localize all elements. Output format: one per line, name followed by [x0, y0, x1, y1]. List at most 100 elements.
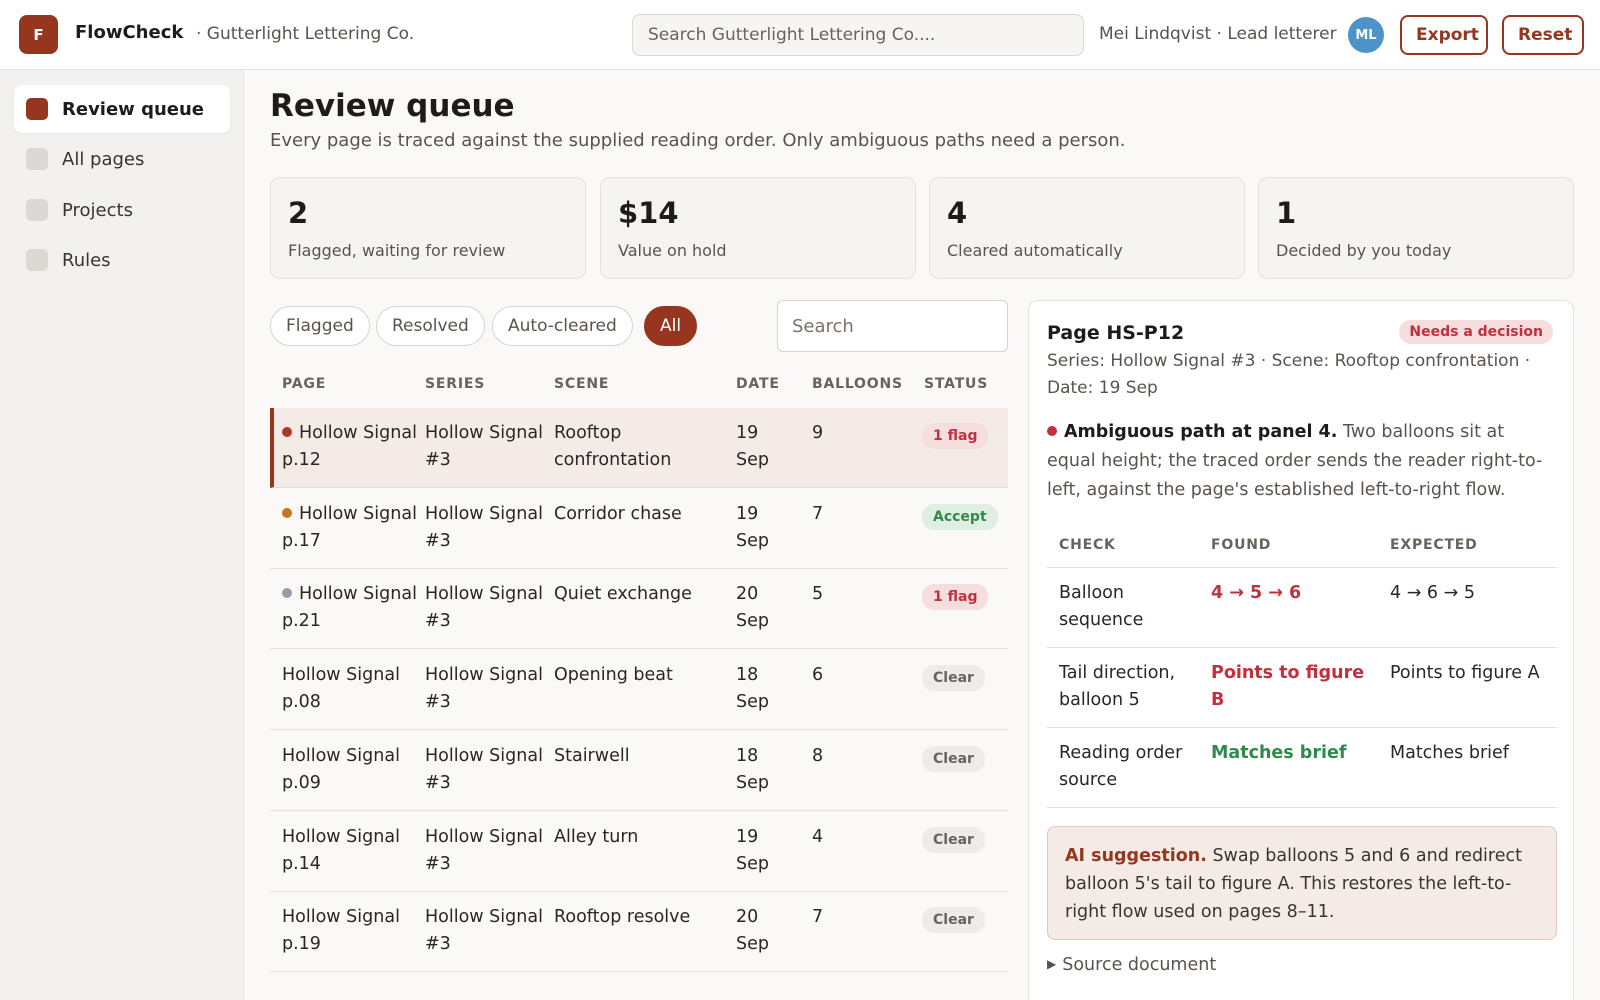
page-cell: Hollow Signal p.21	[282, 581, 417, 635]
scene-cell-text: Alley turn	[554, 826, 639, 847]
series-cell: Hollow Signal #3	[425, 824, 545, 878]
table-row[interactable]: Hollow Signal p.17 Hollow Signal #3 Corrid…	[270, 489, 1008, 569]
expected-column-header: EXPECTED	[1390, 537, 1478, 553]
page-title: Review queue	[270, 88, 515, 124]
status-badge: 1 flag	[922, 584, 989, 611]
status-badge: Accept	[922, 503, 998, 530]
ai-suggestion: AI suggestion. Swap balloons 5 and 6 and…	[1047, 826, 1557, 940]
series-cell-text: Hollow Signal #3	[425, 907, 543, 955]
balloons-cell-text: 9	[812, 423, 824, 443]
series-cell: Hollow Signal #3	[425, 743, 545, 797]
balloons-cell-text: 7	[812, 503, 824, 524]
column-header-series[interactable]: SERIES	[425, 376, 486, 392]
scene-cell-text: Rooftop confrontation	[554, 423, 672, 470]
table-row[interactable]: Hollow Signal p.08 Hollow Signal #3 Openin…	[270, 650, 1008, 731]
divider	[1047, 807, 1557, 808]
issue-headline: Ambiguous path at panel 4.	[1064, 422, 1338, 442]
priority-dot-icon	[282, 507, 292, 518]
date-cell: 18 Sep	[736, 662, 796, 716]
scene-cell: Alley turn	[554, 824, 724, 851]
status-cell: 1 flag	[922, 583, 989, 611]
sidebar-item-review-queue[interactable]: Review queue	[14, 85, 230, 133]
date-cell: 20 Sep	[736, 581, 796, 635]
column-header-page[interactable]: PAGE	[282, 376, 327, 392]
check-expected: 4 → 6 → 5	[1390, 583, 1475, 603]
table-row[interactable]: Hollow Signal p.14 Hollow Signal #3 Alley …	[270, 812, 1008, 892]
avatar[interactable]: ML	[1348, 17, 1384, 53]
stat-label: Value on hold	[618, 241, 727, 260]
series-cell: Hollow Signal #3	[425, 904, 545, 958]
page-subtitle: Every page is traced against the supplie…	[270, 130, 1126, 151]
sidebar-item-all-pages[interactable]: All pages	[14, 135, 230, 183]
series-cell-text: Hollow Signal #3	[425, 423, 543, 470]
page-cell: Hollow Signal p.17	[282, 501, 417, 555]
status-cell: Clear	[922, 745, 985, 772]
date-cell: 19 Sep	[736, 501, 796, 555]
table-row[interactable]: Hollow Signal p.21 Hollow Signal #3 Quiet …	[270, 569, 1008, 650]
page-cell: Hollow Signal p.19	[282, 904, 417, 958]
table-row[interactable]: Hollow Signal p.09 Hollow Signal #3 Stairw…	[270, 731, 1008, 811]
scene-cell: Quiet exchange	[554, 581, 724, 608]
app-logo: F	[19, 15, 58, 54]
status-badge: Clear	[922, 745, 985, 772]
global-search-input[interactable]	[632, 14, 1084, 56]
check-row: Balloon sequence 4 → 5 → 6 4 → 6 → 5	[1047, 567, 1557, 647]
column-header-scene[interactable]: SCENE	[554, 376, 610, 392]
column-header-status[interactable]: STATUS	[924, 376, 989, 392]
filter-resolved[interactable]: Resolved	[376, 306, 485, 346]
filter-all[interactable]: All	[644, 306, 698, 346]
priority-dot-icon	[282, 588, 292, 599]
stat-card-flagged: 2 Flagged, waiting for review	[270, 177, 586, 279]
sidebar-item-label: Review queue	[62, 98, 205, 120]
sidebar-item-projects[interactable]: Projects	[14, 186, 230, 234]
flag-dot-icon	[1047, 426, 1057, 436]
page-name: Hollow Signal p.19	[282, 907, 400, 955]
reset-button[interactable]: Reset	[1502, 15, 1584, 55]
page-name: Hollow Signal p.21	[282, 584, 417, 632]
stat-value: $14	[618, 196, 679, 230]
status-badge: Clear	[922, 665, 985, 692]
series-cell-text: Hollow Signal #3	[425, 745, 543, 793]
app-name: FlowCheck	[75, 22, 184, 43]
check-column-header: CHECK	[1059, 537, 1116, 553]
column-header-date[interactable]: DATE	[736, 376, 780, 392]
page-name: Hollow Signal p.08	[282, 665, 400, 713]
check-name: Balloon sequence	[1059, 583, 1144, 630]
date-cell: 19 Sep	[736, 824, 796, 878]
balloons-cell: 5	[812, 581, 862, 608]
table-row[interactable]: Hollow Signal p.19 Hollow Signal #3 Roofto…	[270, 892, 1008, 973]
stat-value: 4	[947, 196, 968, 230]
series-cell: Hollow Signal #3	[425, 420, 545, 474]
check-expected: Matches brief	[1390, 743, 1509, 763]
source-document-toggle[interactable]: ▶ Source document	[1047, 955, 1216, 975]
date-cell: 20 Sep	[736, 904, 796, 958]
date-cell-text: 20 Sep	[736, 584, 769, 632]
sidebar-item-rules[interactable]: Rules	[14, 236, 230, 284]
balloons-cell-text: 7	[812, 907, 824, 928]
review-queue-icon	[26, 98, 48, 120]
disclosure-triangle-icon: ▶	[1047, 957, 1057, 971]
page-cell: Hollow Signal p.14	[282, 824, 417, 878]
export-button[interactable]: Export	[1400, 15, 1488, 55]
column-header-balloons[interactable]: BALLOONS	[812, 376, 903, 392]
scene-cell-text: Stairwell	[554, 745, 630, 766]
detail-meta: Series: Hollow Signal #3 · Scene: Roofto…	[1047, 351, 1531, 398]
rules-icon	[26, 249, 48, 271]
source-document-label: Source document	[1062, 955, 1217, 975]
status-badge: Clear	[922, 826, 985, 853]
filter-flagged[interactable]: Flagged	[270, 306, 370, 346]
scene-cell-text: Quiet exchange	[554, 584, 692, 605]
balloons-cell: 9	[812, 420, 862, 447]
sidebar-item-label: Rules	[62, 249, 111, 271]
filter-auto-cleared[interactable]: Auto-cleared	[492, 306, 633, 346]
page-name: Hollow Signal p.09	[282, 745, 400, 793]
page-cell: Hollow Signal p.08	[282, 662, 417, 716]
balloons-cell: 7	[812, 904, 862, 931]
page-cell: Hollow Signal p.12	[282, 420, 417, 474]
series-cell: Hollow Signal #3	[425, 662, 545, 716]
scene-cell: Stairwell	[554, 743, 724, 770]
status-badge: 1 flag	[922, 423, 989, 449]
table-row[interactable]: Hollow Signal p.12 Hollow Signal #3 Roofto…	[270, 408, 1008, 488]
date-cell-text: 19 Sep	[736, 503, 769, 551]
list-search-input[interactable]	[777, 300, 1008, 352]
